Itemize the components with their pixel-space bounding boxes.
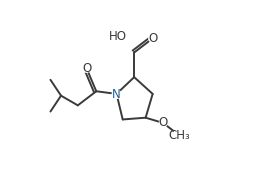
Text: N: N (112, 88, 121, 101)
Circle shape (159, 119, 167, 127)
Circle shape (113, 32, 122, 42)
Circle shape (112, 90, 121, 98)
Text: CH₃: CH₃ (168, 129, 190, 142)
Circle shape (83, 64, 90, 72)
Text: O: O (82, 62, 91, 75)
Circle shape (149, 35, 157, 42)
Text: O: O (159, 117, 168, 129)
Text: HO: HO (109, 30, 126, 43)
Circle shape (173, 129, 185, 141)
Text: O: O (148, 32, 157, 45)
